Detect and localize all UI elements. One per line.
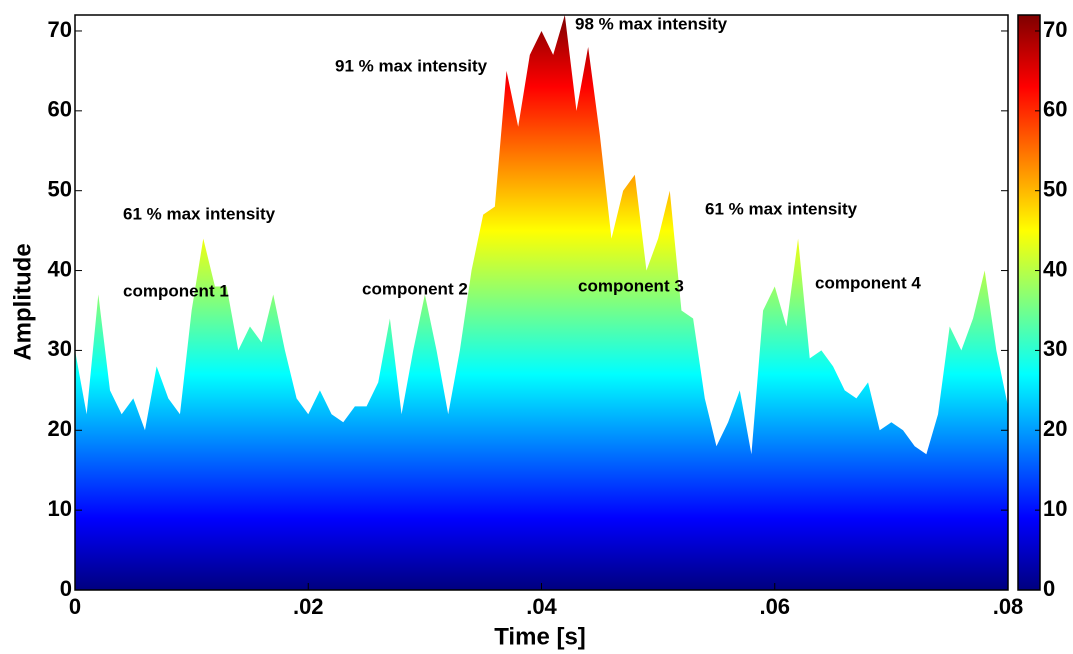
y-tick-label: 10: [48, 496, 72, 521]
annotation: 61 % max intensity: [123, 204, 276, 223]
y-tick-label: 60: [48, 97, 72, 122]
colorbar-tick-label: 40: [1043, 256, 1067, 281]
colorbar-tick-label: 50: [1043, 177, 1067, 202]
area: [75, 15, 1008, 590]
annotation: component 2: [362, 279, 468, 298]
colorbar-tick-label: 70: [1043, 17, 1067, 42]
y-tick-label: 0: [60, 576, 72, 601]
x-tick-label: .06: [759, 594, 790, 619]
annotation: 61 % max intensity: [705, 199, 858, 218]
annotation: component 3: [578, 276, 684, 295]
annotation: component 4: [815, 273, 921, 292]
annotation: 91 % max intensity: [335, 56, 488, 75]
y-tick-label: 70: [48, 17, 72, 42]
y-tick-label: 30: [48, 336, 72, 361]
colorbar-tick-label: 10: [1043, 496, 1067, 521]
y-tick-label: 50: [48, 177, 72, 202]
colorbar-tick-label: 20: [1043, 416, 1067, 441]
x-axis-label: Time [s]: [494, 623, 586, 650]
colorbar: [1017, 14, 1041, 591]
y-axis-label: Amplitude: [9, 243, 36, 360]
colorbar-tick-label: 0: [1043, 576, 1055, 601]
x-tick-label: .04: [526, 594, 557, 619]
x-tick-label: .08: [993, 594, 1024, 619]
annotation: component 1: [123, 281, 229, 300]
colorbar-tick-label: 60: [1043, 97, 1067, 122]
x-tick-label: 0: [69, 594, 81, 619]
annotation: 98 % max intensity: [575, 14, 728, 33]
x-tick-label: .02: [293, 594, 324, 619]
y-tick-label: 40: [48, 256, 72, 281]
colorbar-tick-label: 30: [1043, 336, 1067, 361]
y-tick-label: 20: [48, 416, 72, 441]
